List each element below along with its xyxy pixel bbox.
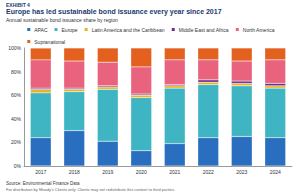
html-text:Annual sustainable bond issuan: Annual sustainable bond issuance share b…: [6, 17, 118, 23]
svg-text:0%: 0%: [14, 163, 22, 169]
svg-text:2023: 2023: [236, 169, 247, 175]
html-text:Europe has led sustainable bon: Europe has led sustainable bond issuance…: [6, 8, 222, 15]
html-text:EXHIBIT 4: EXHIBIT 4: [6, 2, 30, 8]
svg-text:2024: 2024: [270, 169, 281, 175]
svg-text:60%: 60%: [11, 92, 22, 98]
svg-text:40%: 40%: [11, 116, 22, 122]
svg-text:Europe: Europe: [62, 27, 78, 33]
svg-text:20%: 20%: [11, 139, 22, 145]
svg-text:North America: North America: [243, 27, 275, 33]
svg-text:Middle East and Africa: Middle East and Africa: [179, 27, 229, 33]
svg-text:2018: 2018: [69, 169, 80, 175]
svg-text:2019: 2019: [102, 169, 113, 175]
svg-text:2017: 2017: [35, 169, 46, 175]
html-text:Source: Environmental Finance: Source: Environmental Finance Data: [6, 181, 80, 186]
svg-text:Latin America and the Caribbea: Latin America and the Caribbean: [92, 27, 165, 33]
svg-text:80%: 80%: [11, 69, 22, 75]
svg-text:APAC: APAC: [34, 27, 48, 33]
svg-text:2020: 2020: [136, 169, 147, 175]
svg-text:2022: 2022: [203, 169, 214, 175]
html-text:For distribution by Moody's Cl: For distribution by Moody's Clients only…: [6, 187, 175, 192]
svg-text:Supranational: Supranational: [34, 39, 65, 45]
svg-text:100%: 100%: [8, 45, 21, 51]
svg-text:2021: 2021: [169, 169, 180, 175]
